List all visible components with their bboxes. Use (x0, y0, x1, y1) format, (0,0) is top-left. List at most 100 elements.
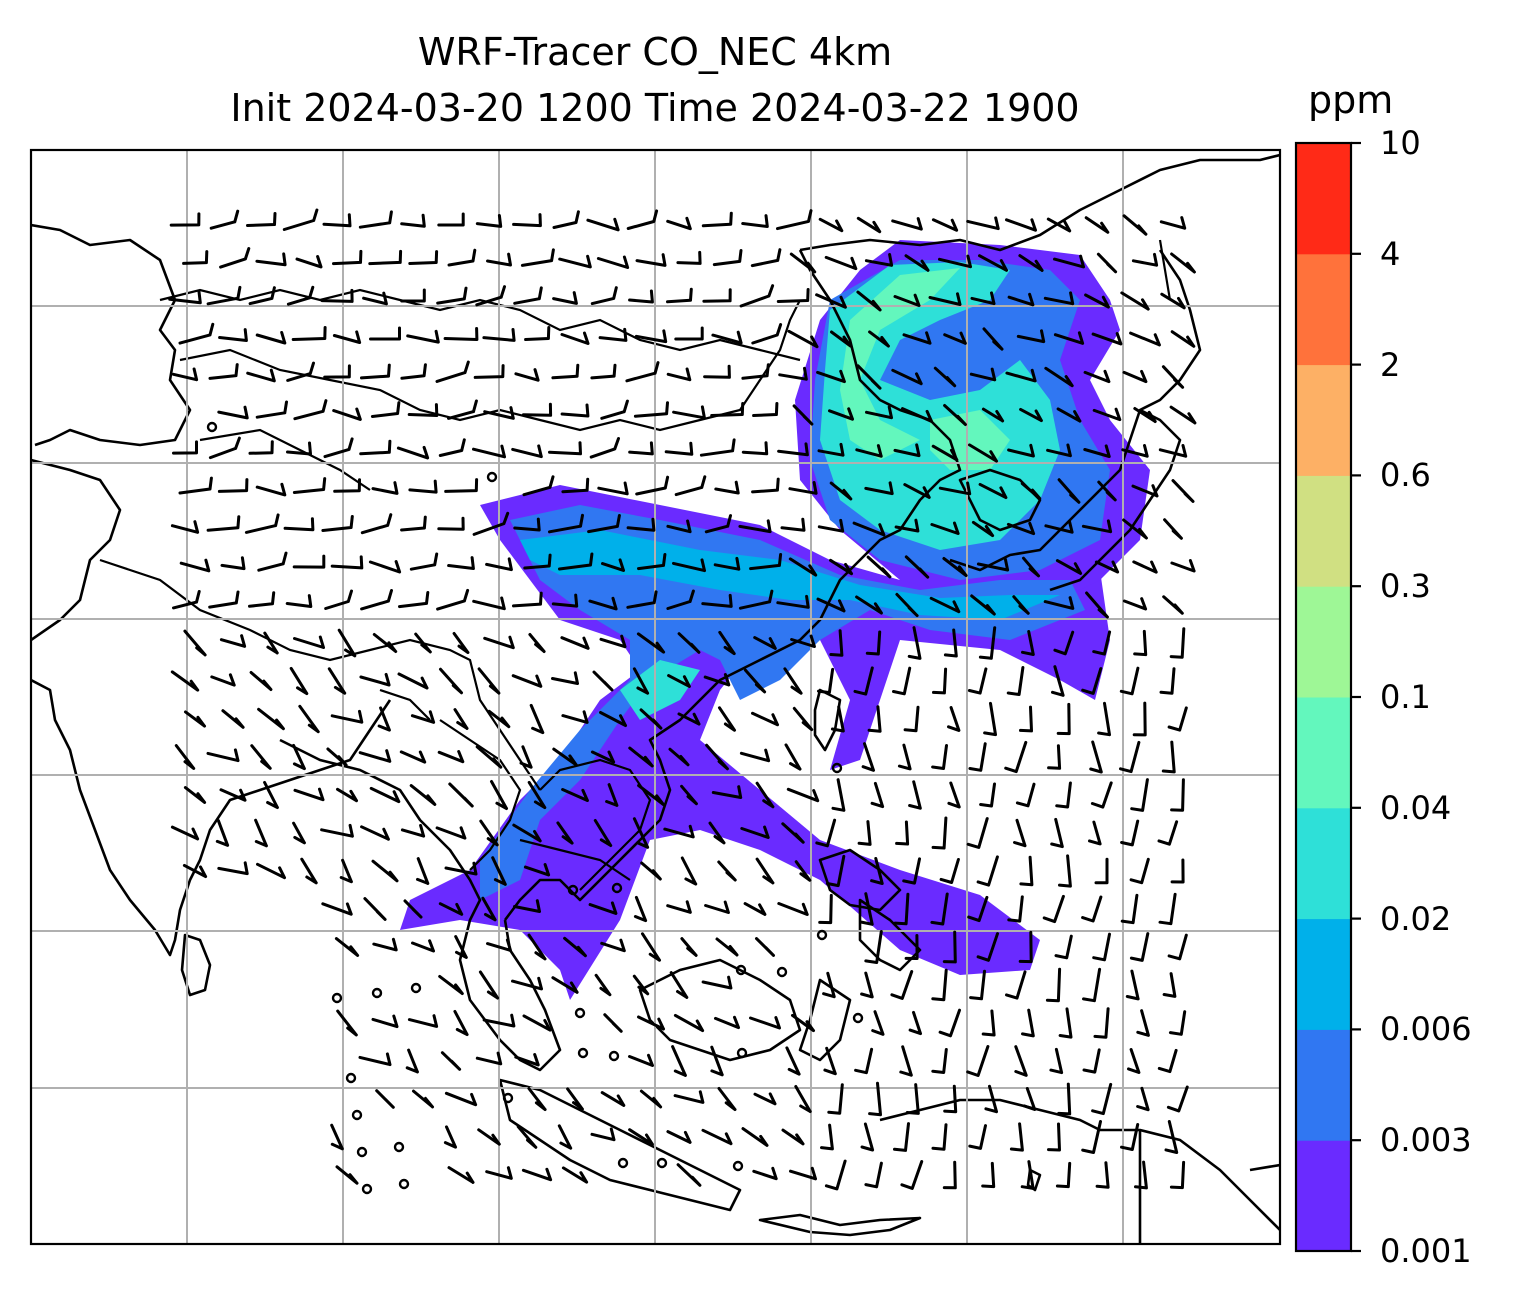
wind-barb (743, 668, 767, 694)
wind-barb (969, 367, 997, 382)
wind-barb (933, 366, 957, 388)
wind-barb (790, 634, 816, 648)
wind-barb (1170, 330, 1196, 348)
wind-barb (710, 1045, 724, 1077)
wind-barb (943, 404, 967, 426)
wind-barb (444, 478, 479, 493)
wind-barb (1161, 740, 1176, 774)
wind-barb (741, 214, 769, 228)
wind-barb (1020, 1160, 1035, 1190)
wind-barb (680, 856, 698, 886)
wind-barb (704, 514, 732, 534)
wind-barb (640, 861, 662, 881)
wind-barb (864, 1161, 883, 1189)
wind-barb (714, 480, 740, 495)
wind-barb (672, 558, 706, 573)
wind-barb (414, 632, 432, 654)
wind-barb (529, 703, 545, 735)
wind-barb (208, 436, 241, 460)
wind-barb (520, 248, 555, 267)
wind-barb (893, 1122, 910, 1152)
wind-barb (360, 589, 393, 611)
wind-barb (257, 707, 285, 731)
wind-barb (397, 672, 429, 690)
wind-barb (292, 821, 306, 845)
wind-barb (600, 399, 629, 420)
colorbar-tick-label: 0.006 (1380, 1010, 1472, 1049)
wind-barb (336, 787, 358, 803)
wind-barb (220, 556, 246, 571)
wind-barb (552, 747, 578, 767)
wind-barb (976, 932, 999, 962)
wind-barb (206, 285, 242, 306)
wind-barb (477, 1128, 501, 1146)
wind-barb (293, 635, 325, 649)
colorbar-band (1296, 1140, 1351, 1252)
wind-barb (1127, 1048, 1141, 1074)
wind-barb (984, 1084, 998, 1114)
calm-wind-marker (398, 1178, 410, 1190)
wind-barb (407, 1014, 439, 1028)
wind-barb (943, 1084, 958, 1114)
wind-barb (1120, 291, 1150, 311)
wind-barb (1056, 407, 1082, 423)
wind-barb (1092, 932, 1111, 962)
wind-barb (360, 825, 390, 841)
wind-barb (358, 1052, 392, 1067)
wind-barb (472, 511, 510, 536)
calm-wind-marker (410, 982, 422, 994)
wind-barb (215, 819, 230, 847)
wind-barb (1158, 892, 1177, 926)
wind-barb (1018, 254, 1044, 272)
wind-barb (931, 444, 959, 462)
wind-barb (817, 667, 835, 695)
wind-barb (794, 860, 812, 882)
wind-barb (289, 666, 309, 696)
wind-barb (741, 1127, 769, 1147)
wind-barb (970, 291, 996, 306)
wind-barb (437, 212, 465, 227)
wind-barb (1169, 405, 1197, 425)
wind-barb (633, 401, 669, 418)
wind-barb (968, 443, 998, 463)
wind-barb (362, 291, 388, 306)
wind-barb (561, 788, 589, 802)
wind-barb (828, 407, 854, 421)
wind-barb (781, 1128, 805, 1146)
wind-barb (184, 710, 206, 728)
wind-barb (552, 291, 578, 305)
calm-wind-marker (567, 884, 579, 896)
calm-wind-marker (732, 1160, 744, 1172)
wind-barb (368, 560, 402, 574)
wind-barb (286, 361, 315, 382)
colorbar-tick-label: 0.1 (1380, 678, 1431, 716)
wind-barb (868, 1081, 882, 1117)
calm-wind-marker (577, 1047, 589, 1059)
wind-barb (792, 706, 814, 732)
wind-barb (409, 784, 437, 806)
wind-barb (218, 328, 248, 342)
wind-barb (481, 896, 497, 922)
colorbar-tick-label: 0.001 (1380, 1232, 1472, 1270)
wind-barb (286, 285, 315, 306)
wind-barb (978, 254, 1008, 272)
wind-barb (1043, 291, 1075, 306)
wind-barb (856, 364, 882, 390)
wind-barb (1005, 970, 1027, 1000)
wind-barb (891, 368, 923, 386)
wind-barb (1055, 1161, 1072, 1189)
wind-barb (513, 517, 541, 532)
wind-barb (632, 974, 650, 996)
wind-barb (750, 248, 782, 268)
wind-barb (931, 218, 959, 232)
wind-barb (521, 1167, 553, 1182)
wind-barb (942, 557, 968, 577)
wind-barb (359, 439, 392, 456)
map-title: WRF-Tracer CO_NEC 4km (417, 30, 893, 74)
wind-barb (321, 902, 353, 916)
wind-barb (628, 1128, 654, 1146)
wind-barb (893, 293, 921, 307)
gridlines (31, 150, 1280, 1244)
wind-barb (1081, 895, 1103, 923)
wind-barb (1058, 854, 1072, 888)
